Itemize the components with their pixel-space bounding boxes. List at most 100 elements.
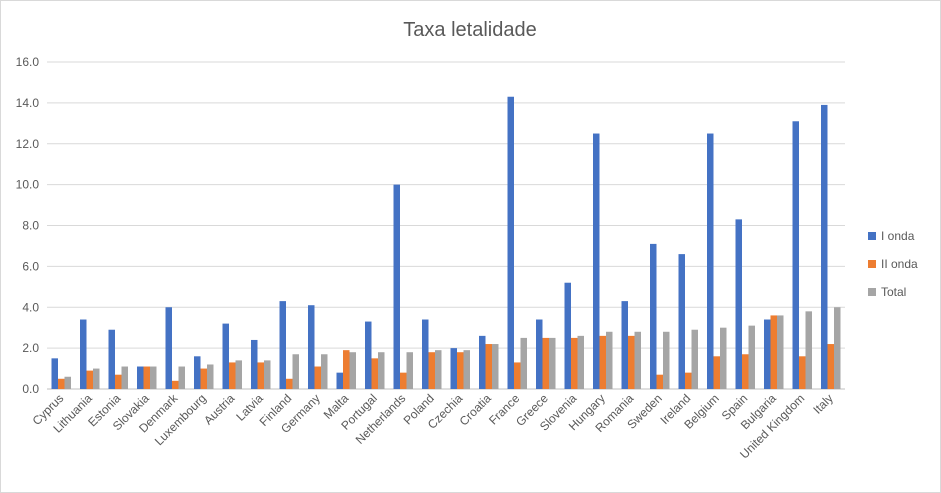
bar-total-spain: [748, 325, 755, 389]
legend: I onda II onda Total: [868, 229, 918, 299]
bar-i-onda-cyprus: [51, 358, 58, 389]
bar-total-greece: [549, 337, 556, 389]
bar-total-slovakia: [150, 366, 157, 389]
bar-i-onda-bulgaria: [764, 319, 771, 389]
bars-group: [51, 96, 841, 390]
bar-ii-onda-sweden: [656, 374, 663, 389]
bar-ii-onda-slovakia: [143, 366, 150, 389]
bar-ii-onda-germany: [314, 366, 321, 389]
bar-ii-onda-austria: [229, 362, 236, 389]
y-tick-label: 8.0: [22, 219, 39, 233]
bar-ii-onda-luxembourg: [200, 368, 207, 389]
bar-total-estonia: [121, 366, 128, 389]
bar-ii-onda-portugal: [371, 358, 378, 389]
bar-total-latvia: [264, 360, 271, 389]
bar-total-italy: [834, 307, 841, 389]
bar-i-onda-portugal: [365, 321, 372, 389]
legend-swatch: [868, 260, 876, 268]
bar-i-onda-italy: [821, 104, 828, 389]
bar-ii-onda-estonia: [115, 374, 122, 389]
y-tick-label: 14.0: [16, 96, 40, 110]
bar-total-lithuania: [93, 368, 100, 389]
bar-total-austria: [235, 360, 242, 389]
bar-ii-onda-ireland: [685, 372, 692, 389]
bar-i-onda-slovakia: [137, 366, 144, 389]
legend-label: Total: [881, 285, 906, 299]
bar-i-onda-malta: [336, 372, 343, 389]
bar-i-onda-austria: [222, 323, 229, 389]
bar-i-onda-croatia: [479, 335, 486, 389]
bar-total-germany: [321, 354, 328, 389]
bar-total-poland: [435, 350, 442, 389]
bar-ii-onda-denmark: [172, 380, 179, 389]
bar-i-onda-lithuania: [80, 319, 87, 389]
bar-i-onda-france: [507, 96, 514, 390]
bar-i-onda-slovenia: [564, 282, 571, 389]
bar-total-ireland: [691, 329, 698, 389]
bar-i-onda-poland: [422, 319, 429, 389]
bar-ii-onda-spain: [742, 354, 749, 389]
bar-total-malta: [349, 352, 356, 389]
bar-ii-onda-malta: [343, 350, 350, 389]
bar-i-onda-netherlands: [393, 184, 400, 389]
bar-i-onda-finland: [279, 301, 286, 389]
x-axis-tick-labels: CyprusLithuaniaEstoniaSlovakiaDenmarkLux…: [30, 391, 836, 462]
bar-i-onda-sweden: [650, 243, 657, 389]
y-tick-label: 6.0: [22, 259, 39, 273]
bar-i-onda-united-kingdom: [792, 121, 799, 390]
x-tick-label: Croatia: [457, 391, 494, 428]
bar-ii-onda-france: [514, 362, 521, 389]
y-tick-label: 12.0: [16, 137, 40, 151]
bar-total-france: [520, 337, 527, 389]
bar-total-slovenia: [577, 335, 584, 389]
legend-label: I onda: [881, 229, 915, 243]
bar-ii-onda-united-kingdom: [799, 356, 806, 389]
chart-title: Taxa letalidade: [403, 19, 536, 41]
bar-total-hungary: [606, 331, 613, 389]
bar-i-onda-spain: [735, 219, 742, 389]
bar-i-onda-luxembourg: [194, 356, 201, 389]
bar-i-onda-romania: [621, 301, 628, 389]
bar-ii-onda-hungary: [599, 335, 606, 389]
bar-total-denmark: [178, 366, 185, 389]
y-tick-label: 10.0: [16, 178, 40, 192]
y-tick-label: 16.0: [16, 55, 40, 69]
bar-i-onda-latvia: [251, 339, 258, 389]
bar-total-czechia: [463, 350, 470, 389]
bar-i-onda-czechia: [450, 348, 457, 389]
bar-ii-onda-netherlands: [400, 372, 407, 389]
bar-ii-onda-poland: [428, 352, 435, 389]
bar-i-onda-denmark: [165, 307, 172, 389]
bar-ii-onda-croatia: [485, 344, 492, 389]
legend-swatch: [868, 288, 876, 296]
bar-ii-onda-lithuania: [86, 370, 93, 389]
bar-i-onda-germany: [308, 305, 315, 389]
bar-ii-onda-belgium: [713, 356, 720, 389]
bar-ii-onda-romania: [628, 335, 635, 389]
bar-ii-onda-italy: [827, 344, 834, 389]
bar-total-romania: [634, 331, 641, 389]
bar-i-onda-belgium: [707, 133, 714, 389]
y-axis-tick-labels: 0.0 2.0 4.0 6.0 8.0 10.0 12.0 14.0 16.0: [16, 55, 40, 396]
bar-total-belgium: [720, 327, 727, 389]
bar-ii-onda-slovenia: [571, 337, 578, 389]
x-tick-label: Austria: [201, 391, 238, 428]
bar-total-portugal: [378, 352, 385, 389]
bar-ii-onda-cyprus: [58, 378, 65, 389]
bar-total-cyprus: [64, 376, 71, 389]
bar-total-united-kingdom: [805, 311, 812, 389]
bar-ii-onda-latvia: [257, 362, 264, 389]
bar-i-onda-estonia: [108, 329, 115, 389]
bar-i-onda-hungary: [593, 133, 600, 389]
bar-i-onda-greece: [536, 319, 543, 389]
bar-ii-onda-greece: [542, 337, 549, 389]
bar-ii-onda-finland: [286, 378, 293, 389]
bar-total-sweden: [663, 331, 670, 389]
bar-ii-onda-bulgaria: [770, 315, 777, 389]
y-tick-label: 0.0: [22, 382, 39, 396]
bar-total-luxembourg: [207, 364, 214, 389]
bar-ii-onda-czechia: [457, 352, 464, 389]
bar-total-netherlands: [406, 352, 413, 389]
